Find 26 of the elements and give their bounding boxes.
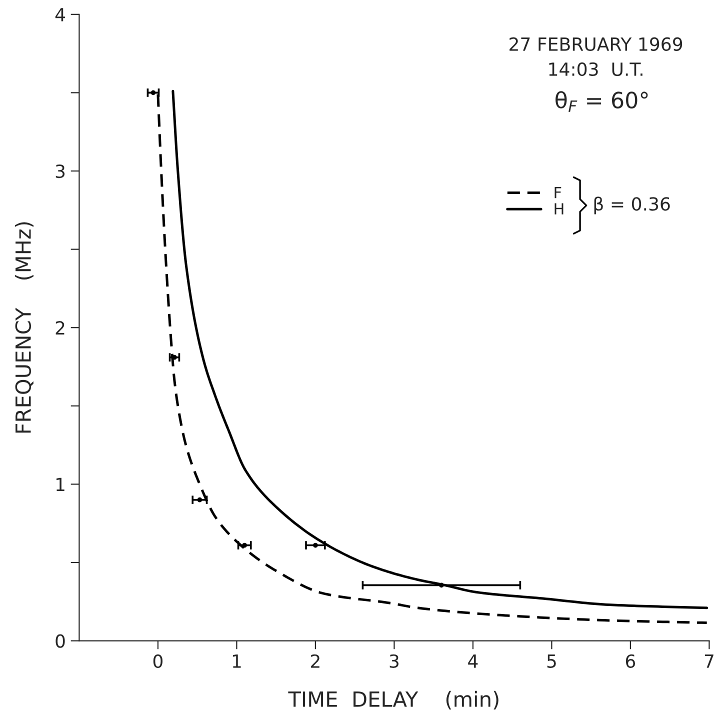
x-tick-label: 2 — [311, 654, 320, 668]
y-tick-label: 2 — [56, 321, 64, 334]
annotation: β = 0.36 — [594, 196, 670, 214]
x-tick-label: 3 — [390, 654, 398, 668]
x-tick-label: 4 — [468, 654, 478, 668]
legend-label: H — [554, 203, 564, 214]
point — [150, 90, 156, 96]
x-tick-label: 5 — [547, 654, 556, 668]
point — [242, 542, 248, 548]
annotation: 14:03 U.T. — [549, 62, 642, 76]
point — [439, 582, 444, 588]
x-tick-label: 7 — [704, 654, 714, 668]
y-tick-label: 3 — [56, 164, 65, 178]
x-axis-title: TIME DELAY (min) — [288, 690, 498, 710]
y-tick-label: 4 — [55, 8, 65, 22]
x-tick-label: 6 — [626, 654, 636, 668]
x-tick-label: 1 — [232, 654, 241, 668]
x-tick-label: 0 — [153, 654, 162, 668]
annotation: 27 FEBRUARY 1969 — [510, 37, 682, 51]
y-axis-title: FREQUENCY (MHz) — [14, 222, 34, 433]
y-tick-label: 1 — [56, 478, 64, 492]
annotation: θ$_{F}$ = 60° — [556, 91, 648, 112]
point — [313, 542, 318, 548]
legend-label: F — [554, 186, 562, 198]
y-tick-label: 0 — [56, 634, 65, 648]
point — [197, 497, 202, 502]
